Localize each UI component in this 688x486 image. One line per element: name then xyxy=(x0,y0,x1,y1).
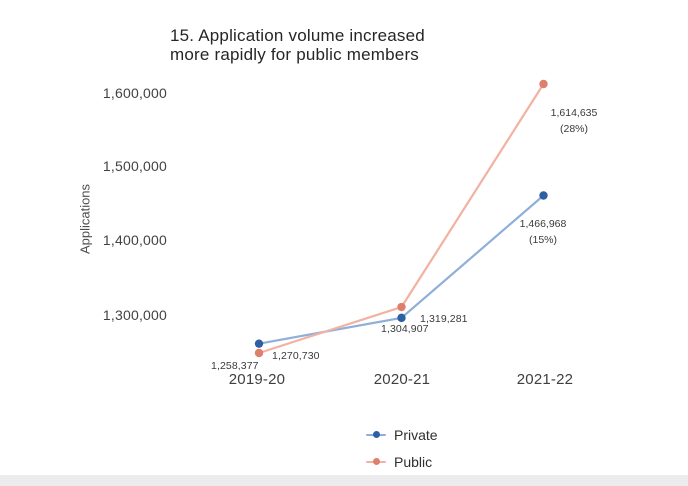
data-label-private-2020: 1,304,907 xyxy=(381,323,429,335)
x-tick-2021-22: 2021-22 xyxy=(516,371,574,388)
data-label-public-2019: 1,258,377 xyxy=(211,360,259,372)
public-series-marker-icon xyxy=(366,458,386,466)
y-tick-1600000: 1,600,000 xyxy=(102,85,167,101)
y-tick-1300000: 1,300,000 xyxy=(102,307,167,323)
data-label-private-2021-value: 1,466,968 xyxy=(519,218,567,230)
data-point-private-2020-21 xyxy=(397,313,406,323)
data-label-private-2021: 1,466,968 (15%) xyxy=(501,216,585,248)
data-label-public-2021-growth: (28%) xyxy=(559,123,588,135)
legend-label-public: Public xyxy=(394,453,433,470)
bottom-edge-strip xyxy=(0,475,688,486)
data-label-public-2021: 1,614,635 (28%) xyxy=(532,105,616,137)
chart-title: 15. Application volume increased more ra… xyxy=(170,26,425,64)
data-point-private-2019-20 xyxy=(254,339,264,348)
data-point-public-2020-21 xyxy=(397,302,406,312)
data-label-public-2020: 1,319,281 xyxy=(420,313,468,325)
data-label-private-2021-growth: (15%) xyxy=(528,234,557,246)
data-label-private-2019: 1,270,730 xyxy=(272,350,320,362)
chart-title-line1: 15. Application volume increased xyxy=(170,26,425,45)
legend-item-public: Public xyxy=(366,448,438,475)
y-tick-1400000: 1,400,000 xyxy=(102,232,167,248)
legend-item-private: Private xyxy=(366,421,438,448)
data-point-public-2021-22 xyxy=(539,79,548,89)
data-label-public-2021-value: 1,614,635 xyxy=(550,107,598,119)
x-tick-2019-20: 2019-20 xyxy=(228,371,286,388)
x-tick-2020-21: 2020-21 xyxy=(373,371,431,388)
private-series-marker-icon xyxy=(366,431,386,439)
y-tick-1500000: 1,500,000 xyxy=(102,158,167,174)
legend-label-private: Private xyxy=(394,426,438,443)
data-point-public-2019-20 xyxy=(254,348,264,358)
chart-legend: Private Public xyxy=(366,421,438,475)
chart-title-line2: more rapidly for public members xyxy=(170,44,420,64)
data-point-private-2021-22 xyxy=(539,191,548,200)
